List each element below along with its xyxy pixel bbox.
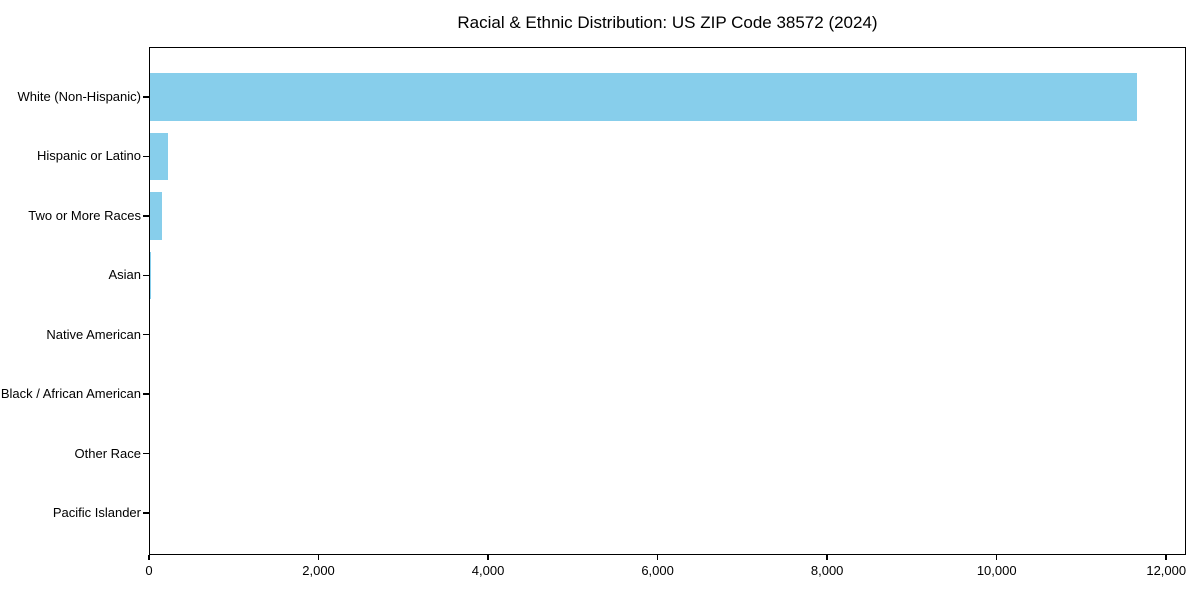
bar [149, 310, 150, 359]
y-tick-label: Other Race [74, 445, 141, 461]
x-tick-mark [1165, 555, 1167, 560]
plot-area [149, 47, 1186, 555]
y-tick-mark [143, 393, 149, 395]
x-tick-mark [487, 555, 489, 560]
y-tick-mark [143, 155, 149, 158]
bar [149, 73, 1137, 121]
x-tick-label: 0 [145, 563, 153, 578]
y-tick-mark [143, 452, 149, 455]
x-tick-label: 10,000 [976, 563, 1017, 578]
x-tick-label: 2,000 [302, 563, 335, 578]
chart-title: Racial & Ethnic Distribution: US ZIP Cod… [457, 13, 878, 32]
bar [149, 251, 152, 300]
y-tick-mark [143, 274, 149, 277]
y-tick-mark [143, 512, 149, 514]
bar [149, 192, 163, 240]
y-tick-mark [143, 215, 149, 217]
bar [149, 132, 169, 181]
y-tick-label: Hispanic or Latino [36, 148, 141, 164]
y-tick-mark [143, 96, 149, 98]
x-tick-mark [995, 555, 998, 560]
x-tick-label: 6,000 [641, 563, 674, 578]
x-tick-label: 12,000 [1146, 563, 1187, 578]
y-tick-label: White (Non-Hispanic) [17, 89, 141, 104]
y-tick-label: Two or More Races [28, 207, 141, 223]
y-tick-label: Black / African American [0, 386, 141, 402]
x-tick-label: 4,000 [471, 563, 505, 578]
x-tick-mark [656, 555, 659, 560]
x-tick-mark [148, 555, 150, 560]
x-tick-mark [317, 555, 320, 560]
y-tick-label: Asian [108, 267, 141, 283]
x-tick-label: 8,000 [810, 563, 844, 578]
y-tick-label: Native American [46, 326, 141, 342]
y-tick-mark [143, 333, 149, 336]
x-tick-mark [826, 555, 828, 560]
y-tick-label: Pacific Islander [52, 505, 141, 520]
